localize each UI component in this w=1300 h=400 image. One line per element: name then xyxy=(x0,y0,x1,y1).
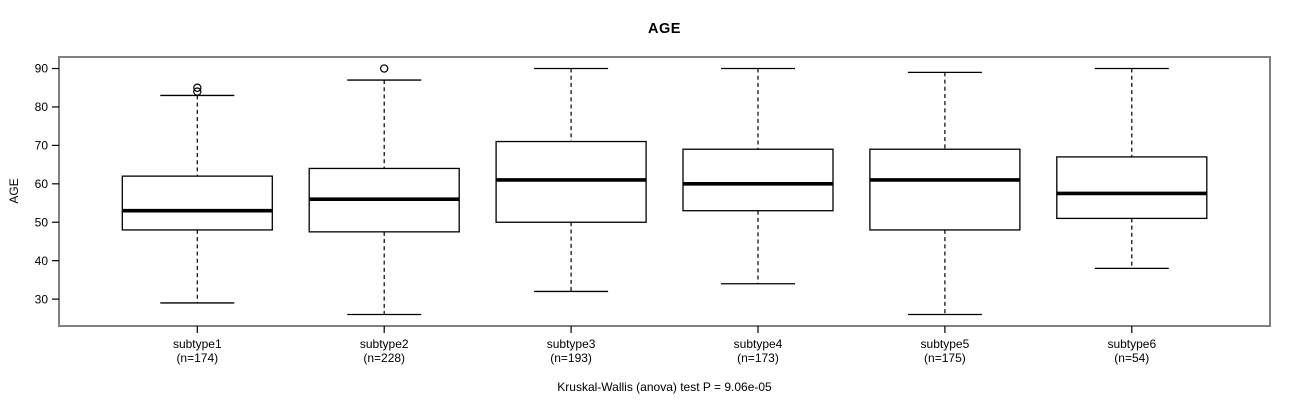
x-tick-label: subtype2 xyxy=(360,337,409,351)
x-tick-label: subtype3 xyxy=(547,337,596,351)
y-tick-label: 60 xyxy=(35,177,49,191)
y-tick-label: 50 xyxy=(35,215,49,229)
y-tick-label: 70 xyxy=(35,139,49,153)
box-group-subtype2 xyxy=(308,64,460,333)
stat-test-caption: Kruskal-Wallis (anova) test P = 9.06e-05 xyxy=(557,380,772,394)
x-tick-n-label: (n=173) xyxy=(737,351,779,365)
box-group-subtype4 xyxy=(682,67,834,333)
x-tick-label: subtype4 xyxy=(734,337,783,351)
x-tick-n-label: (n=54) xyxy=(1114,351,1149,365)
plot-frame xyxy=(58,56,1271,327)
iqr-box xyxy=(495,140,647,223)
box-group-subtype6 xyxy=(1056,67,1208,333)
y-tick-label: 30 xyxy=(35,292,49,306)
iqr-box xyxy=(1056,156,1208,220)
x-tick-n-label: (n=193) xyxy=(550,351,592,365)
box-group-subtype5 xyxy=(869,71,1021,333)
iqr-box xyxy=(869,148,1021,231)
chart-title: AGE xyxy=(648,21,681,37)
outlier-point xyxy=(193,83,202,92)
x-tick-label: subtype5 xyxy=(921,337,970,351)
outlier-point xyxy=(380,64,389,73)
iqr-box xyxy=(682,148,834,212)
box-group-subtype1 xyxy=(121,83,273,333)
y-tick-label: 40 xyxy=(35,254,49,268)
y-tick-label: 90 xyxy=(35,62,49,76)
box-group-subtype3 xyxy=(495,67,647,333)
outlier-point xyxy=(193,87,202,96)
y-axis-label: AGE xyxy=(7,178,21,204)
x-tick-label: subtype1 xyxy=(173,337,222,351)
x-tick-n-label: (n=175) xyxy=(924,351,966,365)
x-tick-n-label: (n=174) xyxy=(176,351,218,365)
x-tick-n-label: (n=228) xyxy=(363,351,405,365)
y-tick-label: 80 xyxy=(35,100,49,114)
x-tick-label: subtype6 xyxy=(1107,337,1156,351)
iqr-box xyxy=(121,175,273,231)
